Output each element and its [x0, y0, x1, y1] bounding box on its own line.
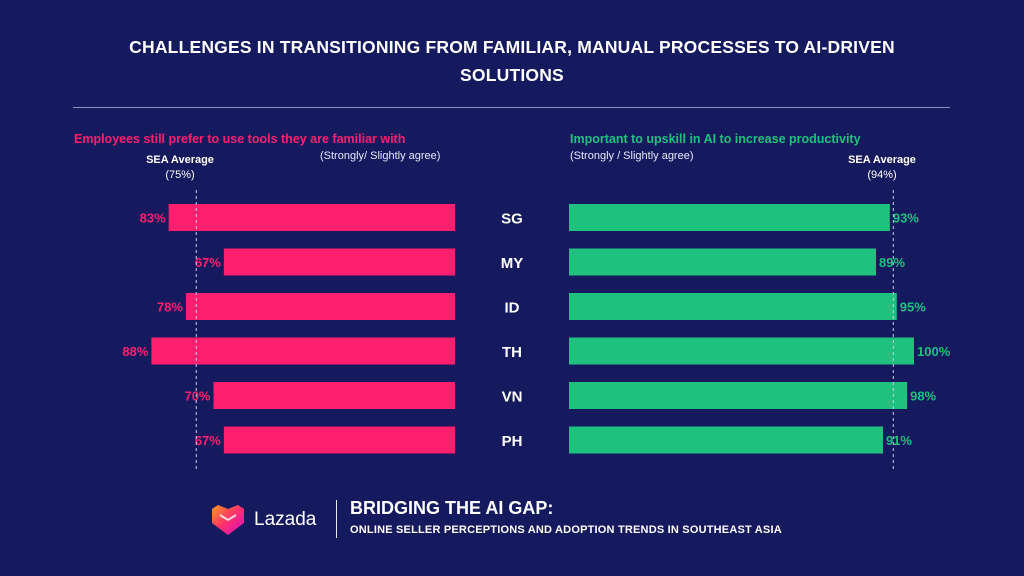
left-bar-label-my: 67%: [195, 255, 221, 270]
left-panel-subheading: (Strongly/ Slightly agree): [320, 150, 441, 162]
right-bar-my: [569, 248, 877, 276]
right-bar-label-vn: 98%: [910, 389, 936, 404]
category-label-sg: SG: [501, 211, 523, 228]
right-bar-id: [569, 293, 897, 320]
right-bar-vn: [569, 382, 908, 409]
left-bar-label-ph: 67%: [195, 433, 221, 448]
left-bar-vn: [213, 382, 455, 409]
footer-title: BRIDGING THE AI GAP:: [350, 498, 554, 518]
right-bar-label-sg: 93%: [893, 211, 919, 226]
right-panel-heading: Important to upskill in AI to increase p…: [570, 132, 861, 146]
lazada-heart-logo-icon: [212, 505, 244, 535]
brand: Lazada: [210, 503, 316, 537]
footer-divider: [336, 500, 337, 538]
left-bar-label-th: 88%: [122, 344, 148, 359]
category-label-th: TH: [502, 344, 522, 361]
chart-title-line1: CHALLENGES IN TRANSITIONING FROM FAMILIA…: [129, 37, 895, 57]
left-average-label: SEA Average (75%): [140, 153, 220, 183]
left-bar-id: [185, 293, 455, 320]
right-bar-label-my: 89%: [879, 255, 905, 270]
right-bar-th: [569, 337, 914, 365]
category-label-vn: VN: [502, 389, 523, 406]
right-average-label: SEA Average (94%): [842, 153, 922, 183]
left-bar-label-vn: 70%: [184, 389, 210, 404]
right-bar-label-id: 95%: [900, 300, 926, 315]
title-divider: [73, 107, 950, 108]
right-bar-label-ph: 91%: [886, 433, 912, 448]
left-bar-ph: [223, 426, 455, 454]
left-bar-sg: [168, 204, 455, 231]
left-average-title: SEA Average: [146, 154, 214, 166]
brand-name: Lazada: [254, 509, 317, 530]
right-panel-subheading: (Strongly / Slightly agree): [570, 150, 694, 162]
right-bar-ph: [569, 426, 883, 454]
category-label-my: MY: [501, 255, 524, 272]
right-average-title: SEA Average: [848, 154, 916, 166]
category-label-ph: PH: [502, 433, 523, 450]
chart-title: CHALLENGES IN TRANSITIONING FROM FAMILIA…: [80, 33, 944, 89]
chart-title-line2: SOLUTIONS: [460, 65, 564, 85]
category-label-id: ID: [505, 300, 520, 317]
left-panel-heading: Employees still prefer to use tools they…: [74, 132, 406, 146]
left-bar-my: [223, 248, 455, 276]
left-bar-label-sg: 83%: [140, 211, 166, 226]
left-bar-label-id: 78%: [157, 300, 183, 315]
right-bar-label-th: 100%: [917, 344, 951, 359]
left-average-value: (75%): [165, 169, 195, 181]
footer-subtitle: ONLINE SELLER PERCEPTIONS AND ADOPTION T…: [350, 524, 782, 536]
left-bar-th: [151, 337, 455, 365]
right-average-value: (94%): [867, 169, 897, 181]
right-bar-sg: [569, 204, 890, 231]
